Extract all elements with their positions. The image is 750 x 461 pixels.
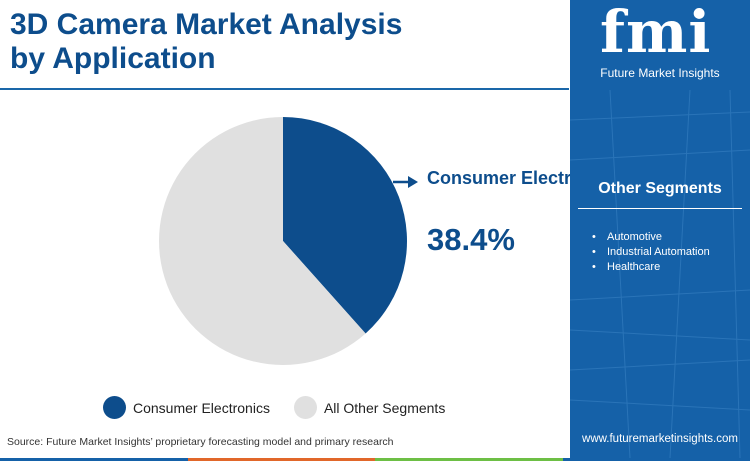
stripe-segment (375, 458, 563, 461)
pie-slice-consumer-electronics (283, 117, 407, 334)
brand-name: Future Market Insights (600, 66, 720, 80)
legend-item-all-other-segments: All Other Segments (293, 396, 446, 419)
other-segment-item: Industrial Automation (592, 245, 710, 260)
website-url[interactable]: www.futuremarketinsights.com (582, 433, 738, 445)
pie-chart (158, 117, 418, 365)
title-divider (0, 88, 569, 90)
stripe-segment (0, 458, 188, 461)
legend-label-all-other-segments: All Other Segments (323, 399, 446, 416)
legend-item-consumer-electronics: Consumer Electronics (103, 396, 270, 419)
legend-label-consumer-electronics: Consumer Electronics (133, 399, 270, 416)
other-segments-divider (578, 208, 742, 209)
brand-logo: fmi Future Market Insights (570, 0, 750, 88)
stripe-segment (562, 458, 750, 461)
callout-value: 38.4% (427, 222, 515, 257)
other-segments-heading: Other Segments (598, 180, 722, 197)
pie-slice-all-other-segments (158, 117, 366, 365)
stripe-segment (187, 458, 375, 461)
other-segment-item: Automotive (592, 230, 710, 245)
bottom-color-stripe (0, 458, 750, 461)
legend-swatch-all-other-segments (293, 396, 317, 419)
other-segment-item: Healthcare (592, 260, 710, 275)
sidebar-panel: fmi Future Market Insights Other Segment… (570, 0, 750, 458)
chart-legend: Consumer Electronics All Other Segments (103, 396, 469, 419)
legend-swatch-consumer-electronics (103, 396, 126, 419)
logo-mark: fmi (600, 0, 712, 66)
callout-arrow-icon (408, 176, 418, 188)
other-segments-list: Automotive Industrial Automation Healthc… (592, 230, 710, 275)
source-note: Source: Future Market Insights’ propriet… (7, 436, 394, 448)
chart-title: 3D Camera Market Analysis by Application (10, 8, 403, 75)
